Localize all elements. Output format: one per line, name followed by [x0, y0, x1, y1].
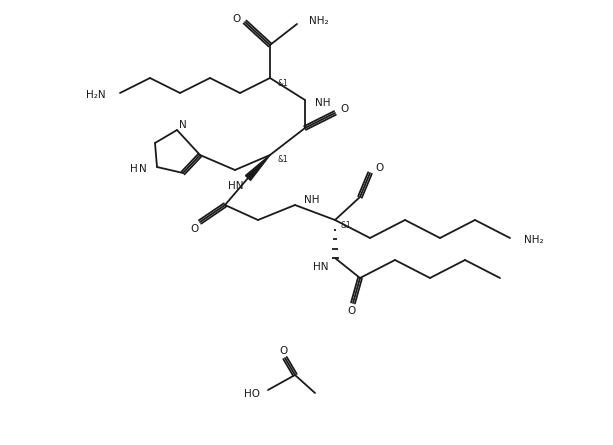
Text: N: N — [139, 164, 147, 174]
Text: NH: NH — [304, 195, 319, 205]
Text: NH₂: NH₂ — [524, 235, 544, 245]
Text: HO: HO — [244, 389, 260, 399]
Text: HN: HN — [313, 262, 328, 272]
Text: H₂N: H₂N — [86, 90, 106, 100]
Text: HN: HN — [227, 181, 243, 191]
Text: &1: &1 — [277, 78, 287, 88]
Text: O: O — [279, 346, 287, 356]
Text: O: O — [375, 163, 383, 173]
Text: H: H — [130, 164, 138, 174]
Text: O: O — [340, 104, 348, 114]
Text: O: O — [190, 224, 198, 234]
Text: &1: &1 — [340, 221, 351, 230]
Text: NH₂: NH₂ — [309, 16, 329, 26]
Polygon shape — [245, 155, 270, 180]
Text: O: O — [347, 306, 355, 316]
Text: &1: &1 — [277, 155, 287, 165]
Text: N: N — [179, 120, 187, 130]
Text: O: O — [233, 14, 241, 24]
Text: NH: NH — [315, 98, 330, 108]
